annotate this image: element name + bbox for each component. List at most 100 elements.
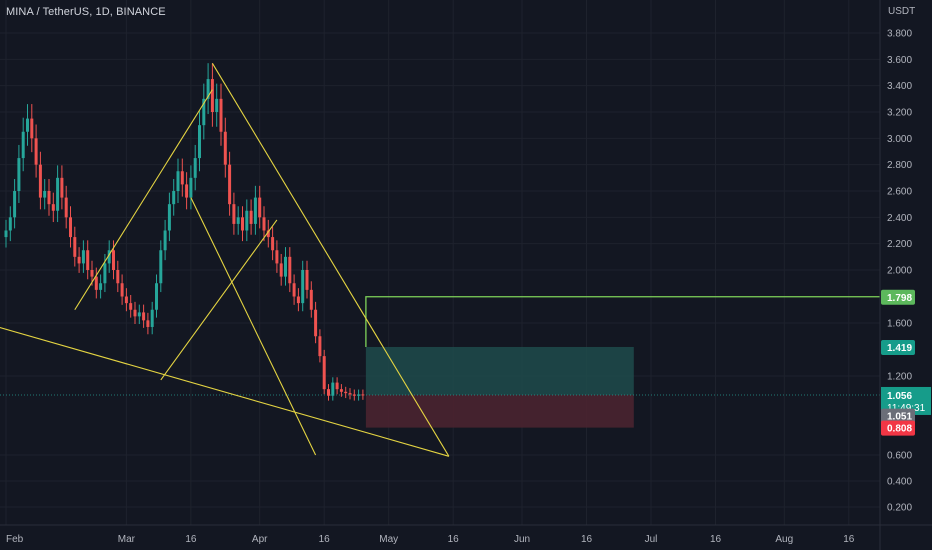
candle-body <box>344 391 348 394</box>
trendline <box>211 62 450 457</box>
candle-body <box>223 131 227 165</box>
candle-body <box>155 283 158 310</box>
candle-body <box>193 158 197 178</box>
candle-body <box>215 98 219 112</box>
price-tick-label: 3.400 <box>887 81 912 92</box>
symbol-title: MINA / TetherUS, 1D, BINANCE <box>6 6 166 18</box>
trendline <box>160 219 278 381</box>
candle-body <box>38 164 42 198</box>
stop-loss-tag <box>881 420 915 436</box>
candle-body <box>339 389 343 392</box>
candle-body <box>8 217 12 231</box>
entry-tag <box>881 408 915 424</box>
candle-body <box>77 256 81 264</box>
candle-body <box>318 336 322 357</box>
price-tick-label: 3.800 <box>887 29 912 40</box>
time-axis[interactable]: Feb Mar 16 Apr 16 May 16 Jun 16 Jul 16 Aug 16 <box>0 524 932 545</box>
candle-body <box>17 158 21 191</box>
candle-body <box>327 389 330 396</box>
candle-body <box>189 177 193 198</box>
price-tick-label: 1.600 <box>887 319 912 330</box>
time-tick-label: 16 <box>843 534 855 545</box>
stop-loss-zone <box>365 394 634 428</box>
candle-body <box>56 177 60 211</box>
target-line <box>365 296 880 347</box>
time-tick-label: May <box>379 534 398 545</box>
candle-body <box>266 230 270 238</box>
candle-body <box>176 171 180 191</box>
candle-body <box>21 131 25 159</box>
candle-body <box>288 256 292 284</box>
candle-body <box>322 356 326 390</box>
candle-body <box>185 184 189 198</box>
candle-body <box>206 79 210 99</box>
candle-body <box>107 250 111 264</box>
price-tick-label: 3.200 <box>887 108 912 119</box>
candle-body <box>305 270 309 290</box>
candle-body <box>116 270 120 284</box>
candle-body <box>335 382 339 390</box>
time-tick-label: Jun <box>514 534 530 545</box>
candle-body <box>284 256 287 277</box>
candle-body <box>253 197 257 224</box>
trendline <box>0 326 450 457</box>
take-profit-zone <box>365 346 634 395</box>
countdown-value: 11:49:31 <box>887 403 926 414</box>
last-price-value: 1.056 <box>887 391 912 402</box>
candle-body <box>146 320 150 327</box>
candle-body <box>361 394 365 396</box>
candle-body <box>129 303 133 310</box>
price-tick-label: 0.600 <box>887 451 912 462</box>
candle-body <box>133 309 137 317</box>
candle-body <box>262 217 266 231</box>
candle-body <box>64 197 68 218</box>
time-tick-label: Apr <box>252 534 268 545</box>
candle-body <box>348 393 352 395</box>
candle-body <box>296 296 300 304</box>
candle-body <box>232 204 236 224</box>
time-tick-label: Jul <box>645 534 658 545</box>
time-tick-label: 16 <box>319 534 331 545</box>
candle-body <box>279 263 283 277</box>
candle-body <box>236 217 240 224</box>
candle-body <box>271 237 275 251</box>
time-tick-label: 16 <box>581 534 593 545</box>
price-tick-label: 2.200 <box>887 239 912 250</box>
take-profit-value: 1.419 <box>887 343 912 354</box>
price-axis[interactable]: 3.800 3.600 3.400 3.200 3.000 2.800 2.600 2.400… <box>879 0 912 550</box>
candle-body <box>245 210 249 231</box>
candle-body <box>4 230 8 238</box>
take-profit-tag <box>881 339 915 355</box>
candle-body <box>314 309 318 337</box>
candle-body <box>352 394 356 396</box>
candle-body <box>228 164 232 205</box>
grid <box>0 0 880 525</box>
candle-body <box>94 276 98 290</box>
time-tick-label: Feb <box>6 534 24 545</box>
candle-body <box>241 217 244 231</box>
candle-body <box>13 191 17 218</box>
candle-body <box>142 312 146 321</box>
candle-body <box>357 394 361 396</box>
trendline-drawings[interactable] <box>0 62 450 457</box>
candle-body <box>210 79 214 112</box>
price-tick-label: 2.600 <box>887 187 912 198</box>
candle-body <box>73 237 77 257</box>
candle-body <box>124 296 128 304</box>
candle-body <box>258 197 262 218</box>
time-tick-label: Aug <box>775 534 793 545</box>
candle-body <box>26 118 29 132</box>
time-tick-label: Mar <box>118 534 136 545</box>
price-tick-label: 3.000 <box>887 134 912 145</box>
target-tag <box>881 289 915 305</box>
price-tick-label: 3.600 <box>887 55 912 66</box>
candle-body <box>81 250 85 264</box>
candle-body <box>150 309 154 327</box>
candle-body <box>167 204 171 231</box>
candle-body <box>99 283 103 290</box>
candle-body <box>120 283 124 297</box>
axis-unit-label: USDT <box>888 6 916 17</box>
trendline <box>190 197 317 456</box>
